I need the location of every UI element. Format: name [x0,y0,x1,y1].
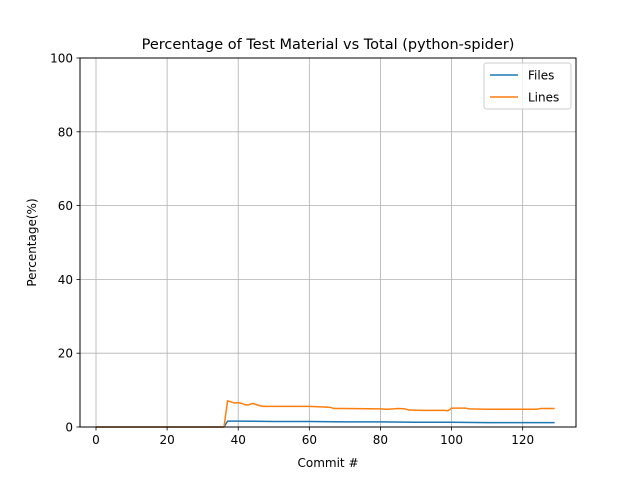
y-tick-label: 60 [58,199,73,213]
y-tick-label: 80 [58,125,73,139]
chart-title: Percentage of Test Material vs Total (py… [142,37,515,53]
y-tick-label: 40 [58,273,73,287]
series-line-files [96,420,555,428]
legend: Files Lines [483,62,572,110]
series-line-lines [96,400,555,428]
x-tick-label: 60 [302,433,317,447]
x-tick-label: 100 [440,433,463,447]
axis-ticks: 0 20 40 60 80 100 120 0 20 40 60 80 100 [50,52,534,448]
x-axis-label: Commit # [297,456,358,470]
x-tick-label: 20 [159,433,174,447]
x-tick-label: 120 [511,433,534,447]
x-tick-label: 80 [373,433,388,447]
series-lines [96,400,555,428]
plot-frame [79,57,577,428]
x-tick-label: 0 [92,433,100,447]
legend-label-files: Files [528,69,554,83]
x-tick-label: 40 [231,433,246,447]
y-tick-label: 0 [65,421,73,435]
y-tick-label: 100 [50,52,73,66]
legend-label-lines: Lines [528,91,559,105]
y-axis-label: Percentage(%) [25,198,39,286]
y-tick-label: 20 [58,347,73,361]
